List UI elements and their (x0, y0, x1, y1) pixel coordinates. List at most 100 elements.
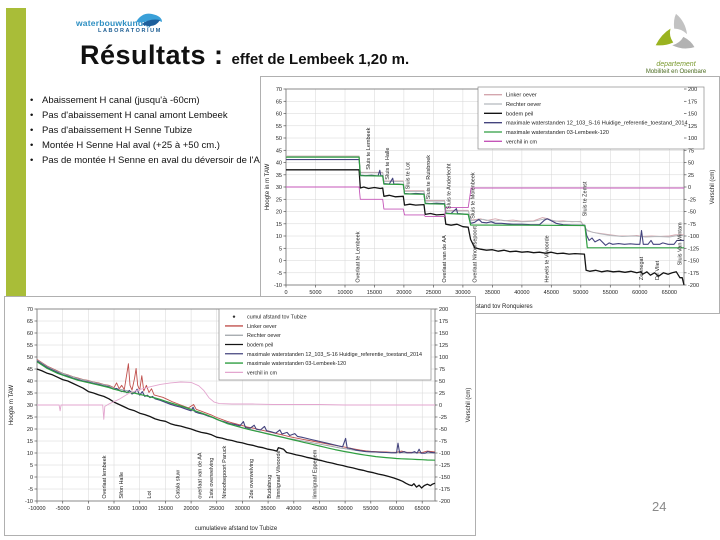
svg-text:-25: -25 (439, 415, 447, 421)
svg-text:70: 70 (276, 87, 282, 93)
svg-text:Sluis te Zemst: Sluis te Zemst (582, 181, 588, 216)
svg-text:10: 10 (27, 451, 33, 457)
svg-text:70: 70 (27, 307, 33, 313)
svg-text:0: 0 (688, 185, 691, 191)
svg-text:Sluis te Anderlecht: Sluis te Anderlecht (447, 163, 453, 209)
svg-text:50000: 50000 (573, 290, 588, 296)
svg-text:45000: 45000 (312, 506, 327, 512)
waterbouwkundig-logo-line2: LABORATORIUM (98, 28, 162, 34)
svg-text:maximale waterstanden 03-Lembe: maximale waterstanden 03-Lembeek-120 (506, 130, 609, 136)
svg-text:bodem peil: bodem peil (506, 111, 533, 117)
svg-text:De Vliet: De Vliet (655, 260, 661, 280)
svg-text:0: 0 (87, 506, 90, 512)
svg-text:Linker oever: Linker oever (506, 93, 537, 99)
svg-text:25000: 25000 (426, 290, 441, 296)
svg-text:30: 30 (276, 185, 282, 191)
svg-text:Overlaat te Lembeek: Overlaat te Lembeek (355, 231, 361, 282)
svg-text:45: 45 (27, 367, 33, 373)
svg-text:-10: -10 (274, 283, 282, 289)
svg-text:100: 100 (439, 355, 448, 361)
svg-text:-100: -100 (439, 451, 450, 457)
svg-text:-50: -50 (688, 210, 696, 216)
svg-text:-100: -100 (688, 234, 699, 240)
svg-text:limnigraaf Eppegem: limnigraaf Eppegem (312, 449, 318, 498)
svg-text:30: 30 (27, 403, 33, 409)
departement-logo: departement Mobiliteit en Openbare Werke… (636, 12, 716, 73)
svg-text:Budabrug: Budabrug (267, 475, 273, 499)
svg-text:60000: 60000 (632, 290, 647, 296)
svg-text:30000: 30000 (455, 290, 470, 296)
svg-text:5: 5 (30, 463, 33, 469)
bullet-list: Abaissement H canal (jusqu'à -60cm) Pas … (28, 94, 266, 169)
svg-text:40000: 40000 (286, 506, 301, 512)
svg-text:40: 40 (27, 379, 33, 385)
svg-text:-200: -200 (688, 283, 699, 289)
svg-text:-5: -5 (277, 271, 282, 277)
svg-text:65: 65 (276, 99, 282, 105)
svg-text:35000: 35000 (260, 506, 275, 512)
page-title-main: Résultats : (80, 40, 224, 70)
svg-text:25: 25 (276, 197, 282, 203)
svg-text:-125: -125 (439, 463, 450, 469)
svg-text:20: 20 (27, 427, 33, 433)
svg-text:verchil in cm: verchil in cm (247, 370, 277, 376)
svg-text:maximale waterstanden 12_103_S: maximale waterstanden 12_103_S-16 Huidig… (247, 352, 422, 358)
svg-text:50: 50 (27, 355, 33, 361)
svg-text:65000: 65000 (415, 506, 430, 512)
svg-text:75: 75 (439, 367, 445, 373)
svg-text:Hoogte m TAW: Hoogte m TAW (9, 385, 15, 426)
svg-text:35: 35 (276, 173, 282, 179)
svg-text:25: 25 (439, 391, 445, 397)
svg-text:5000: 5000 (309, 290, 321, 296)
svg-text:125: 125 (688, 124, 697, 130)
waterbouwkundig-logo-line1: waterbouwkundig (76, 18, 152, 28)
senne-profile-chart: cumul afstand tov Tubize Linker oever Rech… (4, 296, 476, 536)
svg-text:25: 25 (27, 415, 33, 421)
svg-text:Overlaat Ninoofsepoort: Overlaat Ninoofsepoort (473, 226, 479, 283)
bullet-item: Pas de montée H Senne en aval du déverso… (28, 154, 266, 168)
svg-text:30000: 30000 (235, 506, 250, 512)
svg-text:Rechter oever: Rechter oever (506, 102, 541, 108)
svg-text:50: 50 (439, 379, 445, 385)
svg-text:15: 15 (27, 439, 33, 445)
svg-text:200: 200 (439, 307, 448, 313)
svg-text:-125: -125 (688, 246, 699, 252)
svg-text:5: 5 (279, 246, 282, 252)
svg-text:Hevels te Vilvoorde: Hevels te Vilvoorde (545, 235, 551, 282)
svg-text:35000: 35000 (485, 290, 500, 296)
svg-text:55000: 55000 (603, 290, 618, 296)
bullet-item: Abaissement H canal (jusqu'à -60cm) (28, 94, 266, 108)
svg-text:-25: -25 (688, 197, 696, 203)
svg-text:-10: -10 (25, 499, 33, 505)
svg-text:40000: 40000 (514, 290, 529, 296)
svg-text:Sluis te Lot: Sluis te Lot (406, 162, 412, 190)
svg-text:-5000: -5000 (56, 506, 70, 512)
svg-text:2de overwelving: 2de overwelving (249, 459, 255, 499)
svg-text:10000: 10000 (337, 290, 352, 296)
svg-text:75: 75 (688, 148, 694, 154)
senne-profile-chart-svg: cumul afstand tov Tubize Linker oever Rech… (9, 307, 472, 532)
departement-logo-line2: Mobiliteit en Openbare Werken (645, 69, 707, 73)
page-title-sub: effet de Lembeek 1,20 m. (231, 51, 410, 68)
svg-text:-10000: -10000 (28, 506, 45, 512)
svg-text:125: 125 (439, 343, 448, 349)
svg-text:0: 0 (30, 475, 33, 481)
svg-text:Overlaat van de AA: Overlaat van de AA (442, 235, 448, 283)
svg-text:50: 50 (688, 161, 694, 167)
svg-text:35: 35 (27, 391, 33, 397)
bullet-item: Pas d'abaissement H canal amont Lembeek (28, 109, 266, 123)
svg-text:55000: 55000 (363, 506, 378, 512)
svg-text:maximale waterstanden 12_103_S: maximale waterstanden 12_103_S-16 Huidig… (506, 121, 688, 127)
svg-text:20: 20 (276, 210, 282, 216)
svg-text:100: 100 (688, 136, 697, 142)
svg-text:60: 60 (27, 331, 33, 337)
bullet-item: Pas d'abaissement H Senne Tubize (28, 124, 266, 138)
departement-pinwheel-icon (655, 13, 695, 49)
canal-profile-chart: Linker oever Rechter oever bodem peil maxim… (260, 76, 720, 314)
svg-text:-175: -175 (439, 487, 450, 493)
svg-text:5000: 5000 (108, 506, 120, 512)
svg-text:45000: 45000 (544, 290, 559, 296)
svg-text:Lot: Lot (147, 490, 153, 498)
svg-text:25000: 25000 (209, 506, 224, 512)
